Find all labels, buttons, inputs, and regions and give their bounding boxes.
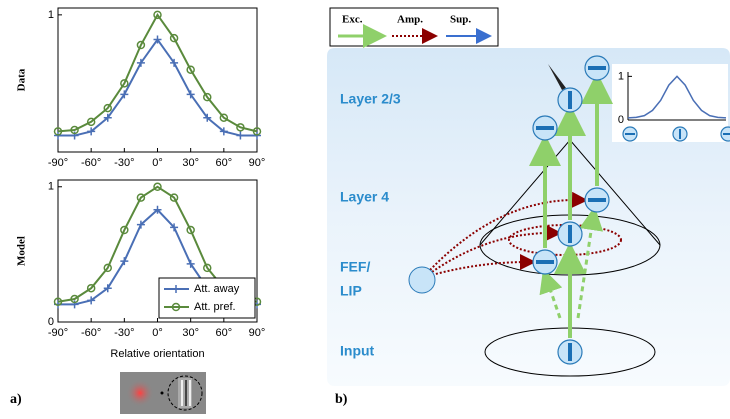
- x-tick-label: 60°: [216, 157, 233, 169]
- stimulus: [120, 372, 206, 414]
- y-tick-label: 0: [618, 114, 624, 126]
- x-axis-label: Relative orientation: [110, 348, 204, 360]
- legend-label: Att. pref.: [194, 301, 236, 313]
- legend-label: Att. away: [194, 283, 240, 295]
- layer-label: FEF/: [340, 259, 370, 275]
- x-tick-label: -90°: [48, 157, 68, 169]
- y-axis-label: Model: [16, 236, 28, 266]
- layer-label: Layer 4: [340, 189, 389, 205]
- x-tick-label: 0°: [152, 327, 163, 339]
- y-tick-label: 1: [618, 70, 624, 82]
- line: [58, 15, 257, 132]
- x-tick-label: 60°: [216, 327, 233, 339]
- marker: [236, 132, 244, 140]
- figure: a) b) Exc. Amp. Sup. Layer 2/3 Layer 4 F…: [0, 0, 730, 414]
- layer-label: Input: [340, 343, 375, 359]
- x-tick-label: -60°: [81, 157, 101, 169]
- y-tick-label: 1: [48, 9, 54, 21]
- diagram: Exc. Amp. Sup. Layer 2/3 Layer 4 FEF/ LI…: [327, 8, 730, 386]
- y-tick-label: 1: [48, 181, 54, 193]
- panel-label: b): [335, 392, 348, 407]
- legend-label: Exc.: [342, 14, 363, 26]
- x-tick-label: -30°: [114, 327, 134, 339]
- y-axis-label: Data: [16, 68, 28, 91]
- layer-label: LIP: [340, 283, 362, 299]
- x-tick-label: 90°: [249, 327, 266, 339]
- x-tick-label: 30°: [182, 157, 199, 169]
- x-tick-label: -90°: [48, 327, 68, 339]
- legend-label: Amp.: [397, 14, 423, 26]
- x-tick-label: 30°: [182, 327, 199, 339]
- x-tick-label: 90°: [249, 157, 266, 169]
- x-tick-label: 0°: [152, 157, 163, 169]
- x-tick-label: -60°: [81, 327, 101, 339]
- legend-label: Sup.: [450, 14, 471, 26]
- layer-label: Layer 2/3: [340, 91, 401, 107]
- x-tick-label: -30°: [114, 157, 134, 169]
- panel-label: a): [10, 392, 22, 407]
- plot-frame: [58, 8, 257, 152]
